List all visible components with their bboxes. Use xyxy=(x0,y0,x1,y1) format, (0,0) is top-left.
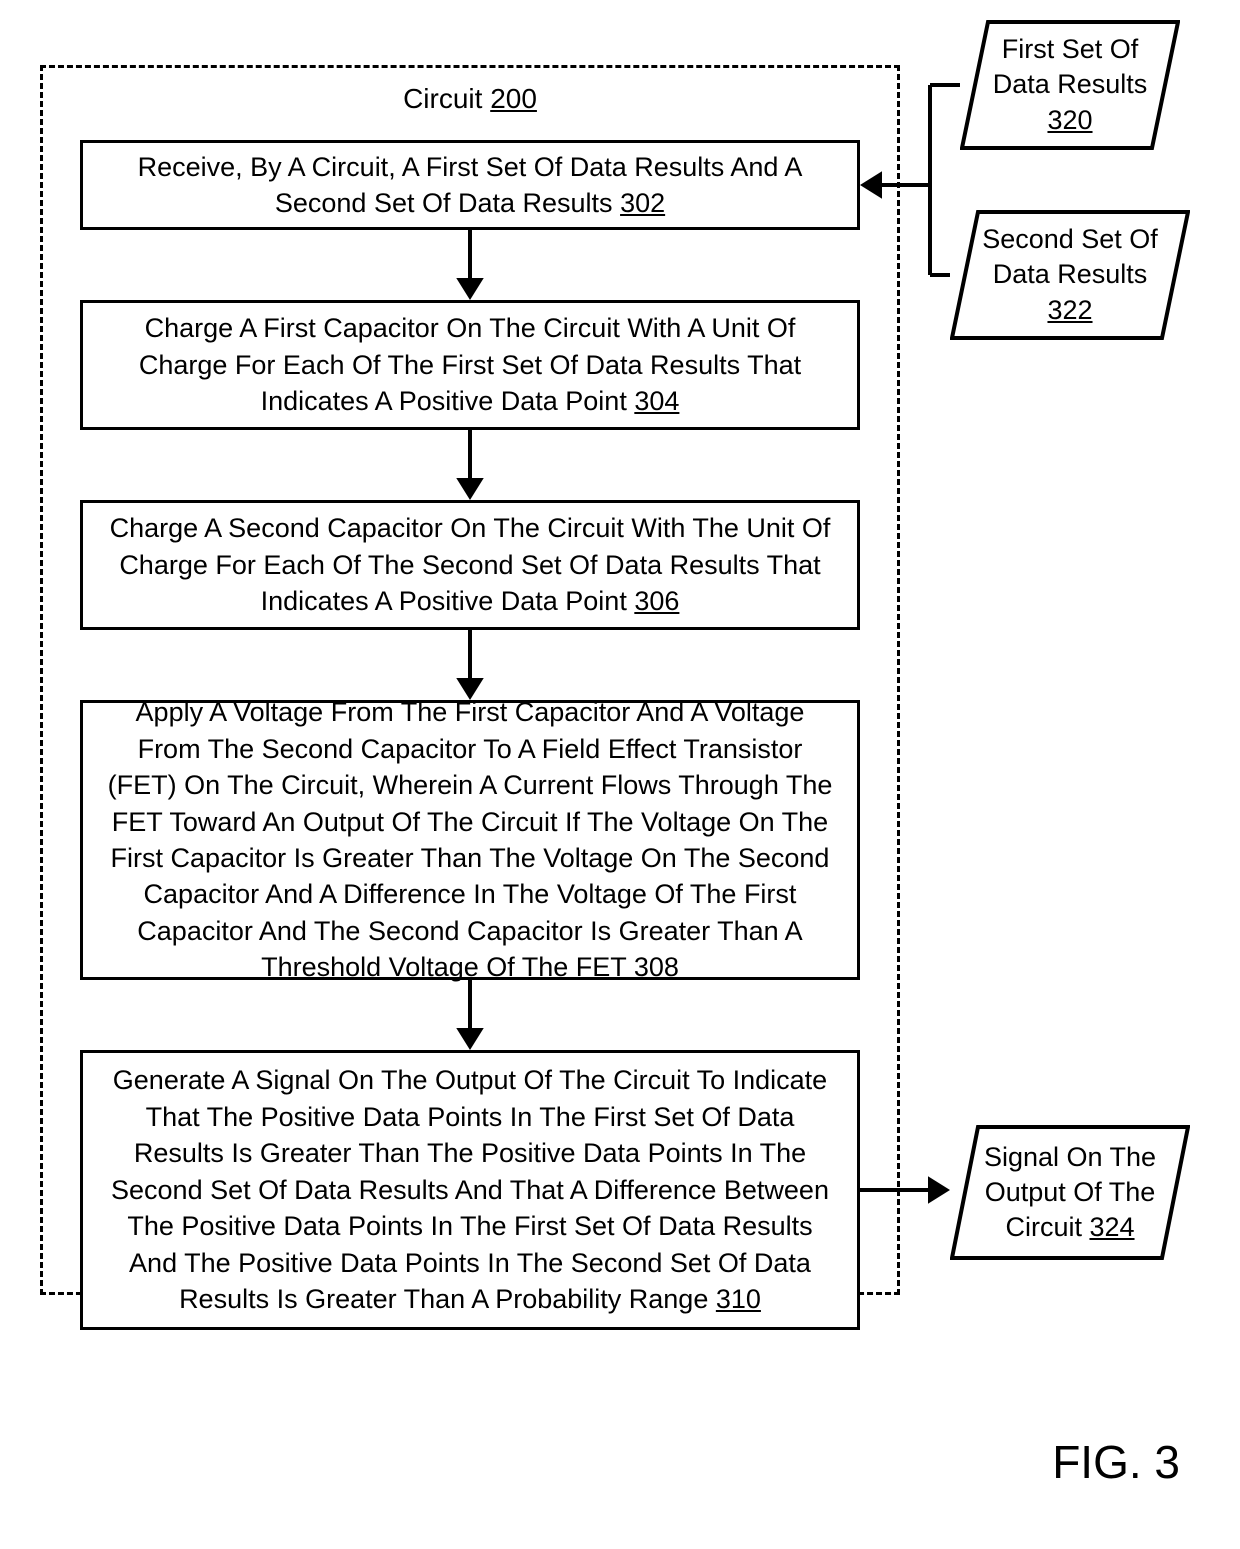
process-num: 302 xyxy=(620,188,665,218)
io-line: First Set Of xyxy=(1002,32,1139,67)
io-parallelogram-324: Signal On The Output Of The Circuit 324 xyxy=(950,1125,1190,1260)
process-text: Charge A Second Capacitor On The Circuit… xyxy=(110,513,831,616)
process-box-306: Charge A Second Capacitor On The Circuit… xyxy=(80,500,860,630)
io-line: Output Of The xyxy=(985,1175,1156,1210)
io-line: Second Set Of xyxy=(982,222,1158,257)
container-title-text: Circuit xyxy=(403,83,482,114)
io-line: Circuit xyxy=(1005,1212,1089,1242)
process-text: Generate A Signal On The Output Of The C… xyxy=(111,1065,829,1314)
process-box-302: Receive, By A Circuit, A First Set Of Da… xyxy=(80,140,860,230)
figure-label: FIG. 3 xyxy=(1052,1435,1180,1489)
process-box-310: Generate A Signal On The Output Of The C… xyxy=(80,1050,860,1330)
process-num: 310 xyxy=(716,1284,761,1314)
io-line: Data Results xyxy=(993,257,1148,292)
circuit-container-title: Circuit 200 xyxy=(40,83,900,115)
process-text: Apply A Voltage From The First Capacitor… xyxy=(108,697,833,982)
diagram-canvas: Circuit 200 Receive, By A Circuit, A Fir… xyxy=(0,0,1240,1549)
io-parallelogram-320: First Set Of Data Results 320 xyxy=(960,20,1180,150)
io-line: Signal On The xyxy=(984,1140,1156,1175)
process-text: Receive, By A Circuit, A First Set Of Da… xyxy=(138,152,803,218)
process-text: Charge A First Capacitor On The Circuit … xyxy=(139,313,801,416)
io-parallelogram-322: Second Set Of Data Results 322 xyxy=(950,210,1190,340)
io-num: 322 xyxy=(1047,293,1092,328)
process-box-308: Apply A Voltage From The First Capacitor… xyxy=(80,700,860,980)
process-num: 306 xyxy=(634,586,679,616)
io-line: Data Results xyxy=(993,67,1148,102)
process-num: 304 xyxy=(634,386,679,416)
container-title-num: 200 xyxy=(490,83,537,114)
process-box-304: Charge A First Capacitor On The Circuit … xyxy=(80,300,860,430)
process-num: 308 xyxy=(634,952,679,982)
io-num: 324 xyxy=(1089,1212,1134,1242)
io-num: 320 xyxy=(1047,103,1092,138)
